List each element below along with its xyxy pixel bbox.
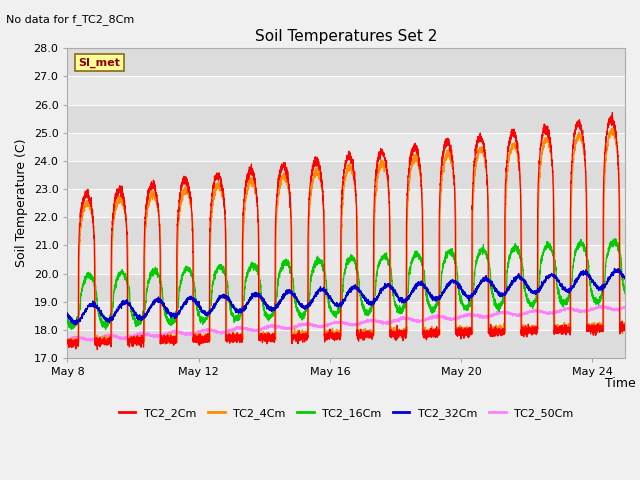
Bar (67, 133, 625, 161)
Bar (67, 245, 625, 274)
Bar (67, 274, 625, 302)
X-axis label: Time: Time (605, 377, 636, 390)
Bar (67, 48, 625, 76)
Bar (67, 189, 625, 217)
Bar (67, 161, 625, 189)
Bar (67, 330, 625, 358)
Text: No data for f_TC2_8Cm: No data for f_TC2_8Cm (6, 14, 134, 25)
Bar (67, 76, 625, 105)
Bar (67, 105, 625, 133)
Text: SI_met: SI_met (79, 58, 120, 68)
Bar (67, 217, 625, 245)
Legend: TC2_2Cm, TC2_4Cm, TC2_16Cm, TC2_32Cm, TC2_50Cm: TC2_2Cm, TC2_4Cm, TC2_16Cm, TC2_32Cm, TC… (115, 404, 578, 424)
Title: Soil Temperatures Set 2: Soil Temperatures Set 2 (255, 29, 437, 44)
Y-axis label: Soil Temperature (C): Soil Temperature (C) (15, 139, 28, 267)
Bar (67, 302, 625, 330)
